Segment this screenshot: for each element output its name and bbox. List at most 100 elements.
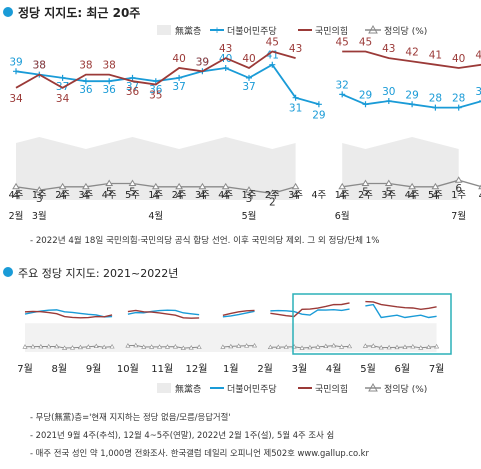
point-marker [378,344,384,350]
point-marker [426,344,432,349]
point-marker [291,182,300,190]
point-marker [58,182,67,190]
point-marker [141,344,147,349]
point-marker [339,91,346,98]
x-tick-label: 3주 [195,190,210,201]
point-marker [175,182,183,190]
x-tick-label: 1주 [451,190,466,201]
data-label: 29 [312,109,325,121]
point-marker [46,343,52,349]
point-marker [402,344,408,349]
point-marker [62,345,68,350]
x-tick-label: 4주 [218,190,233,201]
chart2-legend: 無黨층 더불어민주당 국민의힘 정의당 (%) [157,382,427,395]
data-label: 4 [432,190,439,202]
overview-ppp-line [365,300,437,311]
point-marker [479,100,481,102]
point-marker [361,179,370,186]
point-marker [128,179,137,186]
chart2-x-axis: 7월 8월 9월 10월 11월 12월 1월 2월 3월 4월 5월 6월 7월 [17,363,444,375]
x-month-label: 5월 [360,363,376,375]
data-label: 39 [196,56,209,68]
data-label: 40 [242,53,255,65]
data-label: 39 [9,56,22,68]
point-marker [331,342,337,348]
x-month-label: 2월 [9,210,24,222]
overview-minjoo-line [222,310,255,318]
data-label: 4 [83,190,90,202]
x-tick-label: 5주 [125,190,140,201]
x-month-label: 7월 [429,363,445,375]
point-marker [59,74,66,81]
point-marker [151,182,160,190]
point-marker [228,343,234,349]
x-tick-label: 3주 [381,190,396,201]
point-marker [69,345,76,350]
nonparty-area-segment-1 [342,137,459,200]
point-marker [362,101,369,108]
data-label: 38 [79,60,92,72]
data-label: 5 [385,187,392,199]
x-tick-label: 1주 [148,190,163,201]
series-line-국민의힘-0 [15,50,296,89]
data-label: 5 [106,187,113,199]
data-label: 3 [36,193,43,205]
data-label: 30 [382,86,395,98]
x-tick-label: 4주 [9,190,24,201]
triangle-marker-icon [368,24,378,34]
data-label: 40 [172,53,185,65]
x-month-label: 4월 [148,210,163,222]
x-tick-label: 4주 [102,190,117,201]
point-marker [410,344,416,349]
data-label: 35 [149,90,162,102]
point-marker [347,343,353,349]
overview-minjoo-line [270,308,350,316]
chart2-title: 주요 정당 지지도: 2021~2022년 [18,267,178,280]
x-month-label: 3월 [292,363,308,375]
overview-minjoo-line [365,303,437,319]
point-marker [323,343,329,348]
x-month-label: 7월 [17,363,33,375]
x-tick-label: 2주 [172,190,187,201]
point-marker [432,104,439,111]
point-marker [307,344,313,350]
point-marker [82,78,89,85]
x-month-label: 11월 [151,363,173,375]
recent-period-highlight-box [292,293,452,355]
data-label: 41 [475,50,481,62]
x-tick-label: 3주 [288,190,303,201]
x-month-label: 8월 [52,363,68,375]
data-label: 37 [242,81,255,93]
x-month-label: 12월 [186,363,208,375]
x-tick-label: 2주 [358,190,373,201]
point-marker [82,182,90,190]
x-month-label: 3월 [32,210,47,222]
point-marker [188,345,194,350]
triangle-marker-icon [368,382,378,392]
x-tick-label: 1주 [242,190,257,201]
point-marker [408,182,416,190]
point-marker [370,343,376,348]
point-marker [180,345,186,350]
point-marker [315,101,322,108]
point-marker [384,179,393,186]
x-tick-label: 1주 [32,190,47,201]
point-marker [299,345,305,350]
data-label: 34 [56,93,70,105]
point-marker [93,343,99,348]
data-label: 36 [149,84,163,96]
point-marker [315,344,321,349]
x-tick-label: 1주 [335,190,350,201]
chart1-legend: 無黨층 + 더불어민주당 국민의힘 정의당 (%) [157,24,427,37]
data-label: 37 [126,81,139,93]
point-marker [220,344,226,349]
legend-minjoo-label: 더불어민주당 [227,384,277,395]
point-marker [431,182,440,190]
data-label: 3 [246,193,253,205]
point-marker [252,342,258,348]
point-marker [198,182,207,190]
data-label: 41 [429,50,442,62]
x-tick-label: 5주 [428,190,443,201]
overview-ppp-line [24,310,113,319]
overview-ppp-line [127,309,200,319]
